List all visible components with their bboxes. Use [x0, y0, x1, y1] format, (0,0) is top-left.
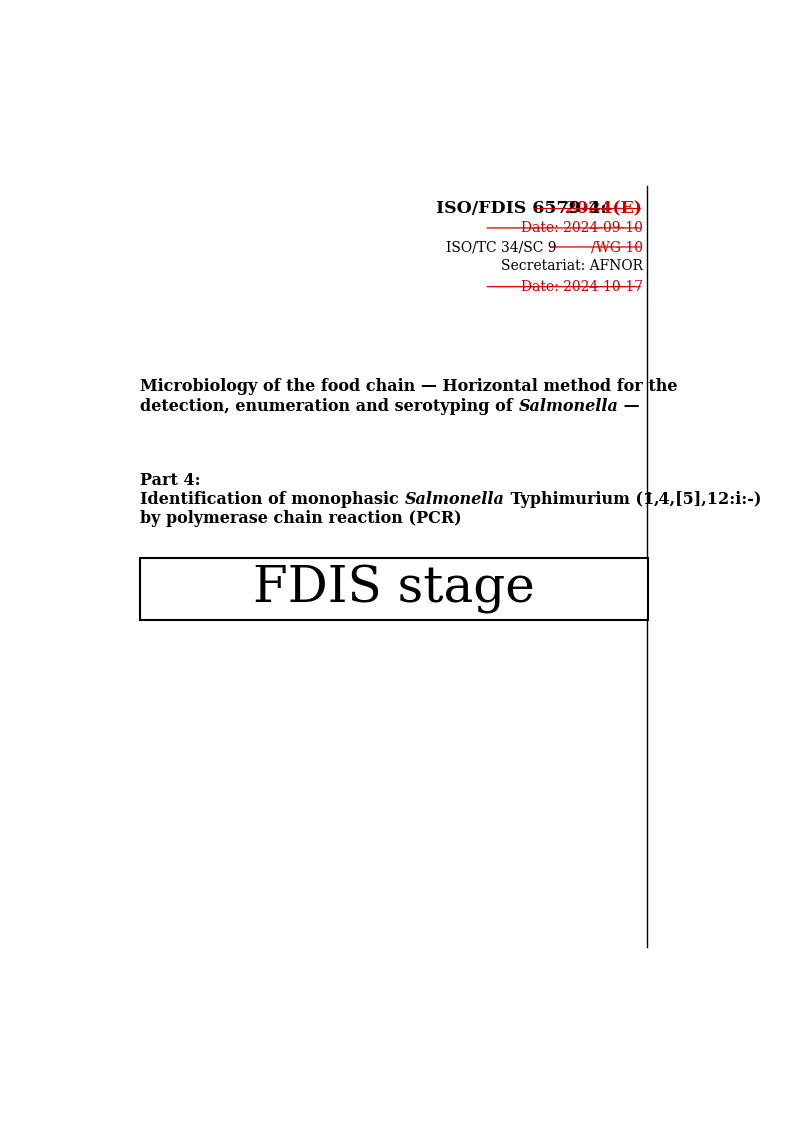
- Text: Part 4:: Part 4:: [140, 471, 201, 488]
- Text: Salmonella: Salmonella: [519, 398, 619, 415]
- Text: 1: 1: [642, 490, 654, 507]
- Text: FDIS stage: FDIS stage: [253, 564, 535, 614]
- Text: detection, enumeration and serotyping of: detection, enumeration and serotyping of: [140, 398, 519, 415]
- Text: Identification of monophasic: Identification of monophasic: [140, 490, 404, 507]
- Text: by polymerase chain reaction (PCR): by polymerase chain reaction (PCR): [140, 511, 462, 527]
- Text: ISO/TC 34/SC 9: ISO/TC 34/SC 9: [446, 240, 557, 254]
- Text: Date: 2024-10-17: Date: 2024-10-17: [521, 279, 643, 294]
- Text: ISO/FDIS 6579-4:: ISO/FDIS 6579-4:: [436, 201, 607, 218]
- Text: 2024(E): 2024(E): [565, 201, 643, 218]
- Text: Secretariat: AFNOR: Secretariat: AFNOR: [501, 259, 643, 273]
- Text: ,4,[5],12:i:-): ,4,[5],12:i:-): [654, 490, 762, 507]
- Text: Salmonella: Salmonella: [404, 490, 504, 507]
- Bar: [140, 558, 648, 620]
- Text: /WG 10: /WG 10: [591, 240, 643, 254]
- Text: —: —: [619, 398, 640, 415]
- Text: Date: 2024-09-10: Date: 2024-09-10: [521, 221, 643, 234]
- Text: Typhimurium (: Typhimurium (: [504, 490, 642, 507]
- Text: Microbiology of the food chain — Horizontal method for the: Microbiology of the food chain — Horizon…: [140, 378, 678, 395]
